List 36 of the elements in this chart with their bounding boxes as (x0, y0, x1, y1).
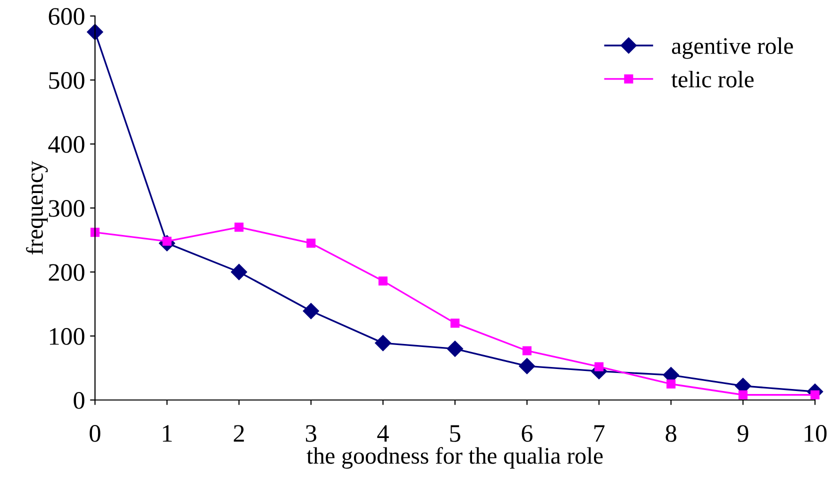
point (446, 340, 464, 357)
point (666, 379, 676, 389)
y-tick-label: 0 (74, 392, 84, 409)
y-axis-title: frequency (26, 160, 48, 254)
x-tick-label: 7 (594, 425, 605, 442)
legend-label: telic role (671, 70, 754, 88)
point (234, 222, 244, 232)
y-tick-label: 300 (48, 200, 84, 217)
x-tick-label: 4 (377, 425, 389, 442)
y-tick-label: 600 (48, 8, 84, 25)
point (378, 276, 388, 286)
point (522, 346, 532, 356)
point (738, 390, 748, 400)
y-tick-label: 400 (48, 136, 84, 153)
point (230, 264, 248, 280)
x-tick-label: 9 (738, 425, 748, 442)
y-tick-label: 500 (49, 72, 84, 89)
y-tick-label: 100 (50, 328, 84, 345)
x-axis-title: the goodness for the qualia role (306, 446, 603, 469)
legend-label: agentive role (672, 37, 793, 59)
y-tick-label: 200 (48, 264, 84, 281)
x-tick-label: 5 (450, 425, 460, 442)
point (374, 334, 392, 352)
x-tick-label: 2 (234, 425, 244, 442)
x-tick-label: 8 (666, 425, 676, 442)
point (594, 362, 604, 372)
x-tick-label: 0 (90, 425, 100, 442)
point (518, 358, 536, 374)
point (302, 302, 320, 320)
point (306, 238, 316, 248)
x-tick-label: 1 (162, 425, 172, 442)
x-tick-label: 6 (522, 425, 533, 442)
x-tick-label: 10 (804, 425, 827, 442)
point (450, 318, 460, 328)
point (90, 228, 100, 237)
x-tick-label: 3 (306, 425, 316, 442)
